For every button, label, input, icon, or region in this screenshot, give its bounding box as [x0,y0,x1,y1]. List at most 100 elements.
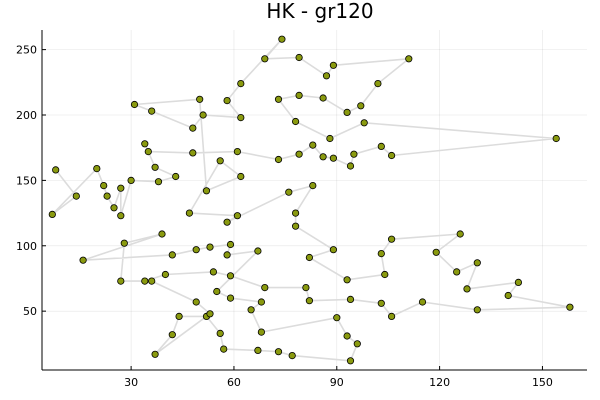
city-point-117 [148,277,156,285]
city-point-82 [261,283,269,292]
city-point-99 [257,298,265,306]
city-point-69 [453,268,461,276]
city-point-64 [381,270,389,279]
axes [41,30,587,371]
city-point-45 [237,114,245,122]
city-point-20 [309,141,317,149]
city-point-70 [473,259,481,267]
city-point-34 [343,108,351,117]
city-point-62 [305,253,313,262]
y-tick-label: 50 [23,305,37,318]
city-point-1 [52,166,60,174]
city-point-83 [226,272,235,280]
city-point-72 [514,278,523,286]
city-point-48 [148,107,156,115]
city-point-36 [374,80,382,88]
city-point-12 [172,172,180,181]
city-point-19 [295,150,303,158]
city-point-71 [463,285,471,293]
city-point-79 [346,295,355,303]
city-point-60 [291,222,300,230]
city-point-85 [161,270,169,279]
city-point-50 [196,95,204,103]
city-point-93 [206,243,214,251]
city-point-104 [353,340,361,348]
city-point-13 [151,163,159,171]
city-point-81 [302,283,310,292]
x-tick-label: 30 [124,376,138,389]
city-point-105 [346,357,355,365]
city-point-44 [223,97,231,105]
city-point-49 [130,100,139,109]
city-point-17 [233,148,241,156]
grid-lines [42,30,587,370]
city-point-15 [144,148,152,156]
city-point-113 [168,331,176,339]
x-tick-label: 90 [330,376,344,389]
city-point-102 [333,314,341,322]
city-point-26 [387,151,396,160]
city-point-40 [295,53,303,62]
city-point-4 [93,165,101,173]
city-point-91 [168,251,176,259]
city-point-66 [387,235,396,243]
city-point-87 [117,277,125,285]
city-point-110 [216,329,224,337]
city-point-47 [189,124,197,132]
city-point-109 [220,345,228,353]
city-point-73 [504,291,512,300]
city-point-68 [432,248,440,256]
city-point-89 [158,230,166,238]
city-point-27 [552,134,560,143]
city-point-52 [237,172,245,181]
city-point-61 [329,246,337,254]
y-tick-label: 100 [16,240,37,253]
city-point-88 [120,239,128,247]
city-point-41 [261,55,269,63]
city-point-38 [329,61,337,69]
city-point-37 [405,55,413,63]
city-point-77 [387,312,396,320]
city-point-63 [343,276,351,284]
city-point-16 [189,149,197,157]
city-point-39 [322,72,331,80]
city-point-107 [274,348,283,356]
city-point-53 [216,157,224,165]
city-point-80 [305,297,313,305]
city-point-92 [192,246,200,254]
city-point-23 [346,162,355,170]
city-point-31 [274,95,283,103]
city-point-42 [278,35,286,43]
city-point-74 [566,303,574,311]
x-tick-label: 60 [227,376,241,389]
city-point-86 [141,277,149,285]
city-point-56 [223,218,231,226]
city-point-21 [319,153,327,161]
city-point-24 [350,150,358,158]
city-point-33 [319,94,327,102]
city-point-59 [291,209,300,217]
y-tick-label: 250 [16,44,37,57]
y-axis-ticks: 50 100 150 200 250 [16,44,46,318]
city-point-115 [206,310,214,318]
x-axis-ticks: 30 60 90 120 150 [124,366,553,389]
city-point-43 [237,80,245,88]
city-point-54 [185,209,193,217]
city-point-65 [377,250,385,258]
city-point-114 [151,350,159,358]
city-point-29 [326,134,334,143]
y-tick-label: 150 [16,174,37,187]
city-point-67 [456,230,464,238]
city-point-94 [226,240,235,249]
city-point-3 [48,210,56,218]
city-point-95 [223,251,231,259]
city-point-11 [154,178,163,186]
city-point-35 [357,102,365,110]
city-point-2 [72,192,80,200]
city-point-5 [100,182,108,190]
city-point-10 [127,176,135,184]
city-point-84 [209,268,217,276]
chart-title: HK - gr120 [266,0,373,23]
city-point-116 [192,298,200,306]
